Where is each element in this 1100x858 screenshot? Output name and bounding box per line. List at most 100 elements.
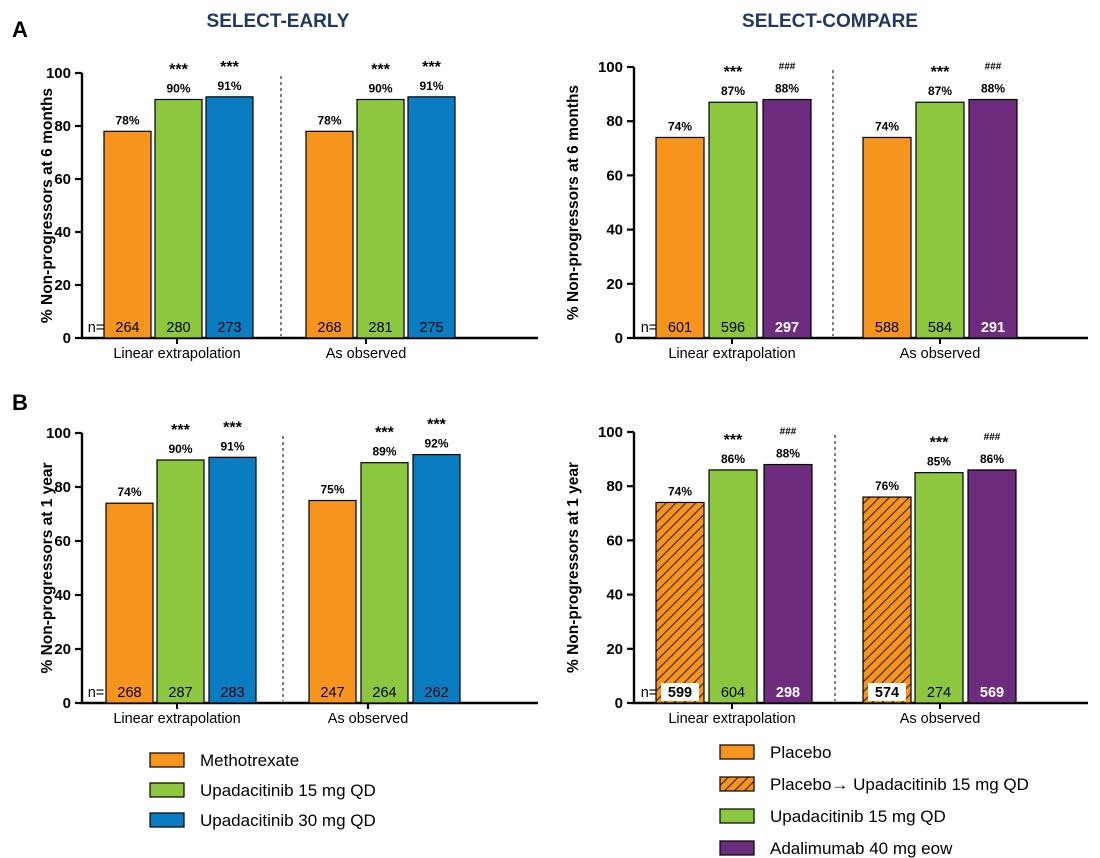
- percent-label: 90%: [168, 442, 192, 456]
- bar-adalimumab-40-mg-eow: [968, 98, 1018, 339]
- x-category-label: Linear extrapolation: [113, 346, 240, 362]
- panel-letter-b: B: [12, 390, 28, 415]
- legend-label: Upadacitinib 15 mg QD: [770, 807, 946, 826]
- significance-marker: ***: [375, 425, 394, 442]
- percent-label: 87%: [721, 84, 745, 98]
- percent-label: 74%: [668, 484, 692, 498]
- percent-label: 90%: [368, 82, 392, 96]
- x-category-label: Linear extrapolation: [668, 711, 795, 727]
- significance-marker: ###: [780, 427, 797, 438]
- legend-swatch-placebo-upadacitinib-15-mg-qd: [719, 776, 755, 792]
- bar-upadacitinib-15-mg-qd: [156, 459, 205, 704]
- y-tick-label: 40: [606, 222, 623, 239]
- legend-label: Upadacitinib 15 mg QD: [200, 781, 376, 800]
- significance-marker: ***: [422, 59, 441, 76]
- y-tick-label: 100: [598, 59, 623, 76]
- legend-swatch-methotrexate: [149, 752, 185, 768]
- significance-marker: ***: [724, 64, 743, 81]
- n-label: 291: [981, 320, 1005, 336]
- percent-label: 89%: [372, 445, 396, 459]
- y-tick-label: 60: [54, 171, 71, 188]
- legend-swatch-upadacitinib-30-mg-qd: [149, 812, 185, 828]
- bar-upadacitinib-30-mg-qd: [205, 96, 254, 339]
- percent-label: 88%: [776, 447, 800, 461]
- n-label: 268: [317, 320, 341, 336]
- n-label: 268: [117, 685, 141, 701]
- significance-marker: ***: [169, 62, 188, 79]
- legend-swatch-upadacitinib-15-mg-qd: [719, 808, 755, 824]
- significance-marker: ***: [724, 432, 743, 449]
- x-category-label: Linear extrapolation: [668, 346, 795, 362]
- significance-marker: ***: [223, 419, 242, 436]
- y-tick-label: 20: [606, 641, 623, 658]
- percent-label: 76%: [875, 479, 899, 493]
- n-label: 298: [776, 685, 800, 701]
- y-axis-label: % Non-progressors at 1 year: [565, 462, 582, 673]
- significance-marker: ***: [931, 64, 950, 81]
- y-axis-label: % Non-progressors at 6 months: [565, 85, 582, 320]
- legend-label: Placebo: [770, 743, 831, 762]
- percent-label: 88%: [981, 82, 1005, 96]
- percent-label: 87%: [928, 84, 952, 98]
- y-tick-label: 60: [606, 167, 623, 184]
- y-axis-label: % Non-progressors at 1 year: [39, 462, 56, 673]
- significance-marker: ***: [171, 422, 190, 439]
- y-tick-label: 80: [54, 479, 71, 496]
- n-label: 274: [927, 685, 951, 701]
- bar-upadacitinib-15-mg-qd: [915, 101, 965, 339]
- bar-methotrexate: [105, 502, 154, 704]
- percent-label: 85%: [927, 455, 951, 469]
- percent-label: 91%: [217, 79, 241, 93]
- percent-label: 88%: [775, 82, 799, 96]
- bar-placebo: [862, 136, 912, 339]
- percent-label: 86%: [980, 452, 1004, 466]
- bar-placebo-upadacitinib-15-mg-qd: [862, 496, 912, 704]
- y-tick-label: 80: [606, 478, 623, 495]
- n-label: 281: [368, 320, 392, 336]
- bar-upadacitinib-30-mg-qd: [412, 454, 461, 704]
- percent-label: 78%: [115, 113, 139, 127]
- n-label: 601: [668, 320, 692, 336]
- n-label: 262: [424, 685, 448, 701]
- legend-select-compare: Placebo Placebo→ Upadacitinib 15 mg QD Upa…: [719, 743, 1029, 858]
- percent-label: 74%: [875, 119, 899, 133]
- legend-swatch-placebo: [719, 744, 755, 760]
- legend-swatch-adalimumab-40-mg-eow: [719, 840, 755, 856]
- chart-early-6-months: % Non-progressors at 6 months 0 20 40 60 80 10…: [39, 59, 538, 362]
- bar-upadacitinib-30-mg-qd: [407, 96, 456, 339]
- percent-label: 86%: [721, 452, 745, 466]
- title-select-compare: SELECT-COMPARE: [742, 11, 918, 32]
- significance-marker: ***: [220, 59, 239, 76]
- panel-letter-a: A: [12, 17, 28, 42]
- bar-upadacitinib-15-mg-qd: [708, 469, 758, 704]
- n-prefix-label: n=: [641, 320, 658, 336]
- y-tick-label: 40: [54, 224, 71, 241]
- y-tick-label: 20: [54, 277, 71, 294]
- legend-swatch-upadacitinib-15-mg-qd: [149, 782, 185, 798]
- y-tick-label: 100: [46, 65, 71, 82]
- bar-adalimumab-40-mg-eow: [967, 469, 1017, 704]
- chart-compare-1-year: % Non-progressors at 1 year 0 20 40 60 80 100 n…: [565, 424, 1088, 727]
- significance-marker: ***: [427, 417, 446, 434]
- y-tick-label: 0: [63, 695, 71, 712]
- y-tick-label: 80: [606, 113, 623, 130]
- y-tick-label: 0: [63, 330, 71, 347]
- n-label: 287: [168, 685, 192, 701]
- x-category-label: Linear extrapolation: [113, 711, 240, 727]
- percent-label: 90%: [166, 82, 190, 96]
- bar-upadacitinib-15-mg-qd: [708, 101, 758, 339]
- significance-marker: ***: [371, 62, 390, 79]
- percent-label: 74%: [117, 485, 141, 499]
- n-label: 264: [372, 685, 396, 701]
- percent-label: 91%: [220, 439, 244, 453]
- bar-adalimumab-40-mg-eow: [762, 98, 812, 339]
- percent-label: 75%: [320, 483, 344, 497]
- x-category-label: As observed: [326, 346, 407, 362]
- x-category-label: As observed: [900, 346, 981, 362]
- chart-early-1-year: % Non-progressors at 1 year 0 20 40 60 80 100 n…: [39, 417, 538, 727]
- n-prefix-label: n=: [88, 685, 105, 701]
- n-label: 588: [875, 320, 899, 336]
- n-label: 569: [980, 685, 1004, 701]
- y-tick-label: 100: [46, 425, 71, 442]
- legend-select-early: Methotrexate Upadacitinib 15 mg QD Upadaci…: [149, 751, 376, 830]
